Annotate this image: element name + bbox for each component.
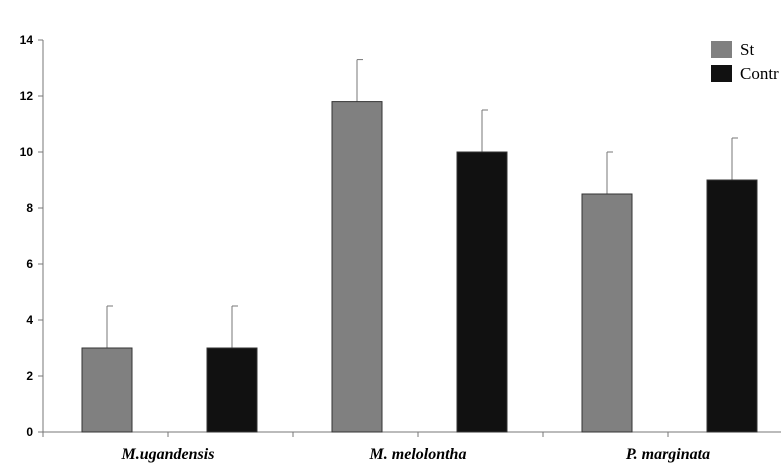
y-tick-label: 6 (26, 257, 33, 271)
legend-label: St (740, 40, 754, 59)
y-tick-label: 4 (26, 313, 33, 327)
legend-swatch-st (711, 41, 732, 58)
bar-contr (206, 347, 258, 433)
bar-st (581, 193, 633, 433)
category-label: M. melolontha (369, 446, 467, 463)
y-tick-label: 8 (26, 201, 33, 215)
y-tick-label: 2 (26, 369, 33, 383)
legend-swatch-contr (711, 65, 732, 82)
bar-st (331, 101, 383, 433)
y-tick-label: 0 (26, 425, 33, 439)
y-tick-label: 12 (20, 89, 34, 103)
category-label: M.ugandensis (121, 446, 215, 463)
category-label: P. marginata (625, 446, 710, 463)
legend-label: Contr (740, 64, 779, 83)
bar-contr (456, 151, 508, 433)
bar-st (81, 347, 133, 433)
y-tick-label: 14 (20, 33, 34, 47)
bar-contr (706, 179, 758, 433)
y-tick-label: 10 (20, 145, 34, 159)
